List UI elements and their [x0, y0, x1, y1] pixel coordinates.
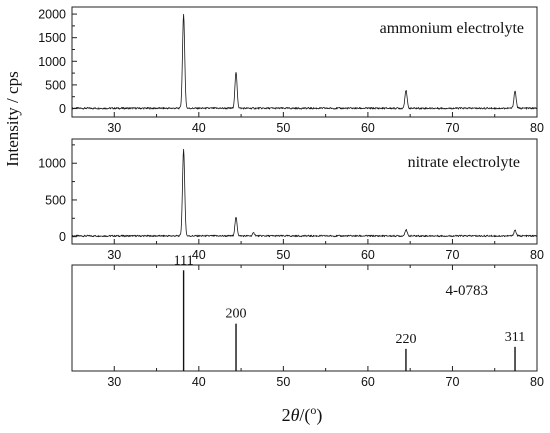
x-tick-label: 60	[361, 375, 375, 389]
x-tick-label: 70	[446, 248, 460, 262]
y-tick-label: 1500	[38, 31, 66, 45]
reflection-label: 220	[395, 332, 416, 347]
panel-1-frame	[71, 6, 538, 118]
xrd-trace	[71, 13, 538, 110]
y-tick-label: 0	[59, 102, 66, 116]
panel-annotation: 4-0783	[446, 283, 489, 299]
x-tick-label: 70	[446, 121, 460, 135]
x-tick-label: 40	[192, 375, 206, 389]
x-tick-label: 40	[192, 248, 206, 262]
panel-annotation: nitrate electrolyte	[408, 154, 520, 171]
x-tick-label: 50	[276, 248, 290, 262]
x-axis-label-symbol: θ	[291, 405, 300, 425]
panel-2-frame	[71, 138, 538, 245]
reflection-label: 111	[174, 253, 194, 268]
x-tick-label: 60	[361, 121, 375, 135]
y-tick-label: 500	[45, 193, 66, 207]
x-axis-label: 2θ/(o)	[282, 403, 323, 426]
x-tick-label: 30	[107, 121, 121, 135]
x-tick-label: 70	[446, 375, 460, 389]
panel-3: 30 40 50 60 70 80 111 200 220 311 4-0783	[71, 253, 544, 389]
x-tick-label: 80	[530, 248, 544, 262]
panel-3-frame	[71, 264, 538, 372]
x-axis-label-prefix: 2	[282, 405, 291, 425]
y-axis-label: Intensity / cps	[3, 71, 22, 166]
panel-2: 30 40 50 60 70 80 0 500 1000 nitrate electrolyte	[38, 138, 544, 262]
panel-1: 30 40 50 60 70 80 0 500 1000 1500 2000 ammonium ele…	[38, 6, 544, 135]
x-tick-label: 80	[530, 375, 544, 389]
x-tick-label: 50	[276, 375, 290, 389]
panel-annotation: ammonium electrolyte	[380, 20, 524, 37]
x-tick-label: 30	[107, 248, 121, 262]
x-axis-label-suffix: /(	[299, 405, 310, 426]
x-tick-label: 60	[361, 248, 375, 262]
x-tick-label: 30	[107, 375, 121, 389]
xrd-trace	[71, 148, 538, 238]
y-tick-label: 500	[45, 78, 66, 92]
y-tick-label: 2000	[38, 8, 66, 22]
x-tick-label: 40	[192, 121, 206, 135]
y-tick-label: 1000	[38, 157, 66, 171]
y-tick-label: 1000	[38, 55, 66, 69]
y-tick-label: 0	[59, 230, 66, 244]
x-axis-label-unit: o	[310, 403, 316, 417]
x-tick-label: 80	[530, 121, 544, 135]
reflection-label: 311	[505, 330, 525, 345]
reflection-label: 200	[226, 307, 247, 322]
x-axis-label-close: )	[316, 405, 322, 426]
x-tick-label: 50	[276, 121, 290, 135]
